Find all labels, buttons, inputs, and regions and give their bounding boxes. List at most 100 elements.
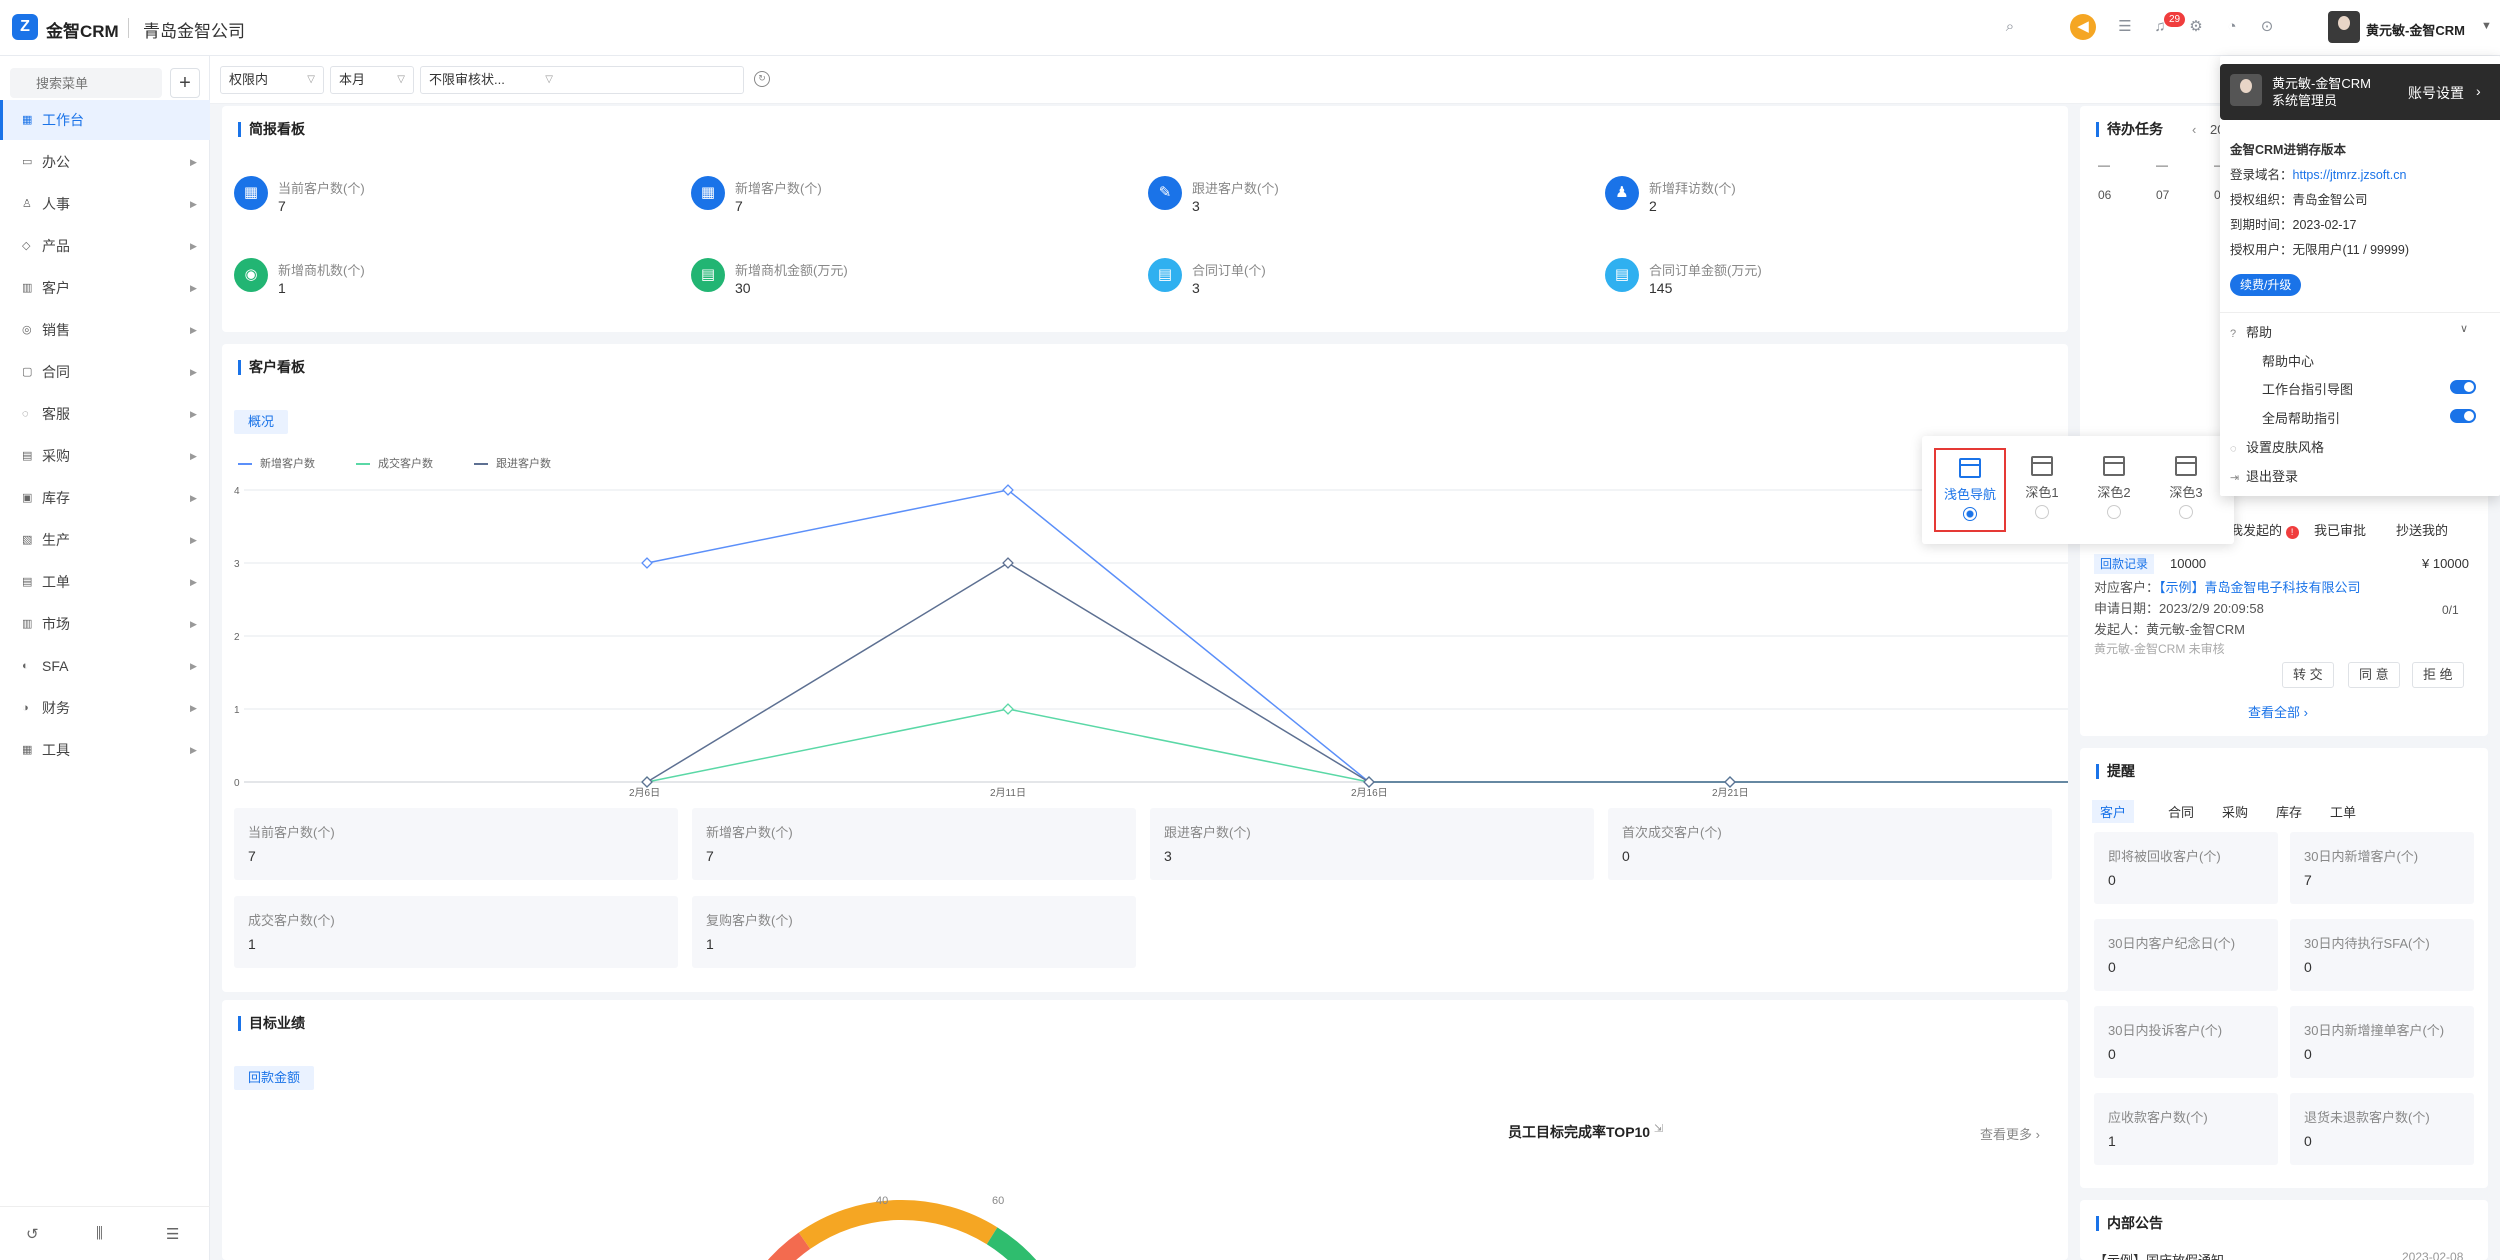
skin-radio[interactable] (2035, 505, 2049, 519)
sidebar-item[interactable]: ◑ 财务 ▶ (0, 688, 210, 728)
tab-approved[interactable]: 我已审批 (2314, 523, 2367, 538)
sidebar-item[interactable]: ▢ 合同 ▶ (0, 352, 210, 392)
metric-item[interactable]: ♟ 新增拜访数(个) 2 (1605, 176, 1905, 226)
sidebar-item[interactable]: ◌ 客服 ▶ (0, 394, 210, 434)
reminder-item[interactable]: 退货未退款客户数(个) 0 (2290, 1093, 2474, 1165)
contacts-icon[interactable]: ☰ (2118, 18, 2132, 35)
tab-overview[interactable]: 概况 (234, 410, 289, 434)
reminder-item[interactable]: 30日内新增客户(个) 7 (2290, 832, 2474, 904)
sidebar-item[interactable]: ▦ 工具 ▶ (0, 730, 210, 770)
metric-item[interactable]: ◉ 新增商机数(个) 1 (234, 258, 534, 308)
tab-initiated[interactable]: 我发起的 ! (2230, 520, 2299, 539)
sidebar-item[interactable]: ◎ 销售 ▶ (0, 310, 210, 350)
reminder-tab[interactable]: 合同 (2168, 805, 2195, 820)
period-select[interactable]: 本月 ▽ (330, 66, 414, 94)
tab-cc[interactable]: 抄送我的 (2396, 523, 2449, 538)
chevron-down-icon[interactable]: ∨ (2460, 323, 2469, 335)
scope-select[interactable]: 权限内 ▽ (220, 66, 324, 94)
reject-button[interactable]: 拒 绝 (2412, 662, 2464, 688)
bell-icon[interactable]: ♫ (2154, 18, 2166, 35)
columns-icon[interactable]: ⫼ (96, 1225, 103, 1242)
skin-option[interactable]: 浅色导航 (1934, 448, 2006, 532)
company-name[interactable]: 青岛金智公司 (143, 22, 245, 41)
sidebar-item[interactable]: ▦ 工作台 (0, 100, 210, 140)
search-icon[interactable]: ⌕ (2005, 18, 2015, 35)
reminder-item[interactable]: 30日内待执行SFA(个) 0 (2290, 919, 2474, 991)
transfer-button[interactable]: 转 交 (2282, 662, 2334, 688)
stat-box[interactable]: 跟进客户数(个) 3 (1150, 808, 1594, 880)
view-all-link[interactable]: 查看全部 › (2248, 705, 2308, 720)
prev-arrow-icon[interactable]: ‹ (2192, 122, 2197, 137)
skin-option[interactable]: 深色2 (2078, 448, 2150, 532)
data-point[interactable] (641, 557, 653, 569)
reminder-item[interactable]: 应收款客户数(个) 1 (2094, 1093, 2278, 1165)
tab-collection-amount[interactable]: 回款金额 (234, 1066, 315, 1090)
skin-option[interactable]: 深色3 (2150, 448, 2222, 532)
reminder-item[interactable]: 30日内投诉客户(个) 0 (2094, 1006, 2278, 1078)
data-point[interactable] (1002, 557, 1014, 569)
data-point[interactable] (641, 776, 653, 788)
metric-item[interactable]: ▦ 新增客户数(个) 7 (691, 176, 991, 226)
data-point[interactable] (1363, 776, 1375, 788)
stat-box[interactable]: 当前客户数(个) 7 (234, 808, 678, 880)
pie-chart-icon[interactable]: ◔ (2227, 18, 2237, 35)
skin-radio[interactable] (2179, 505, 2193, 519)
stat-box[interactable]: 新增客户数(个) 7 (692, 808, 1136, 880)
reminder-item[interactable]: 即将被回收客户(个) 0 (2094, 832, 2278, 904)
menu-search-input[interactable] (10, 68, 162, 98)
skin-radio[interactable] (1963, 507, 1977, 521)
user-name[interactable]: 黄元敏-金智CRM (2366, 23, 2465, 38)
domain-link[interactable]: https://jtmrz.jzsoft.cn (2292, 168, 2407, 182)
reminder-tab[interactable]: 工单 (2330, 805, 2357, 820)
reminder-item[interactable]: 30日内新增撞单客户(个) 0 (2290, 1006, 2474, 1078)
reminder-tab[interactable]: 采购 (2222, 805, 2249, 820)
global-help-toggle[interactable] (2450, 409, 2476, 423)
sidebar-item[interactable]: ▣ 库存 ▶ (0, 478, 210, 518)
reminder-tab[interactable]: 库存 (2276, 805, 2303, 820)
settings-gear-icon[interactable]: ⚙ (2189, 18, 2203, 35)
week-day[interactable]: 07 (2156, 188, 2170, 202)
week-day[interactable]: 06 (2098, 188, 2112, 202)
audit-status-select[interactable]: 不限审核状... ▽ (420, 66, 744, 94)
help-menu[interactable]: ? 帮助 (2230, 322, 2272, 341)
approve-button[interactable]: 同 意 (2348, 662, 2400, 688)
chevron-right-icon[interactable]: › (2476, 83, 2481, 99)
add-button[interactable]: + (170, 68, 200, 98)
list-indent-icon[interactable]: ☰ (166, 1226, 180, 1243)
legend-item[interactable]: 成交客户数 (356, 455, 433, 471)
export-icon[interactable]: ⇲ (1654, 1123, 1664, 1135)
skin-option[interactable]: 深色1 (2006, 448, 2078, 532)
data-point[interactable] (1002, 484, 1014, 496)
stat-box[interactable]: 复购客户数(个) 1 (692, 896, 1136, 968)
metric-item[interactable]: ▤ 新增商机金额(万元) 30 (691, 258, 991, 308)
view-more-link[interactable]: 查看更多 › (1980, 1127, 2040, 1142)
account-settings-link[interactable]: 账号设置 (2408, 85, 2464, 101)
sidebar-item[interactable]: ◇ 产品 ▶ (0, 226, 210, 266)
reminder-item[interactable]: 30日内客户纪念日(个) 0 (2094, 919, 2278, 991)
user-caret-icon[interactable]: ▼ (2481, 20, 2492, 32)
refresh-icon[interactable]: ↻ (754, 71, 770, 87)
brand-logo-icon[interactable]: Z (12, 14, 38, 40)
notice-item[interactable]: 【示例】国庆放假通知 (2094, 1250, 2224, 1260)
upgrade-button[interactable]: 续费/升级 (2230, 274, 2302, 296)
reminder-tab[interactable]: 客户 (2092, 800, 2135, 823)
skin-radio[interactable] (2107, 505, 2121, 519)
sidebar-item[interactable]: ▥ 客户 ▶ (0, 268, 210, 308)
stat-box[interactable]: 成交客户数(个) 1 (234, 896, 678, 968)
sidebar-item[interactable]: ♙ 人事 ▶ (0, 184, 210, 224)
stat-box[interactable]: 首次成交客户(个) 0 (1608, 808, 2052, 880)
sidebar-item[interactable]: ▤ 采购 ▶ (0, 436, 210, 476)
metric-item[interactable]: ▦ 当前客户数(个) 7 (234, 176, 534, 226)
logout-item[interactable]: ⇥ 退出登录 (2230, 466, 2298, 485)
data-point[interactable] (1002, 703, 1014, 715)
metric-item[interactable]: ▤ 合同订单(个) 3 (1148, 258, 1448, 308)
metric-item[interactable]: ▤ 合同订单金额(万元) 145 (1605, 258, 1905, 308)
history-icon[interactable]: ↺ (26, 1226, 39, 1243)
guide-map-toggle[interactable] (2450, 380, 2476, 394)
metric-item[interactable]: ✎ 跟进客户数(个) 3 (1148, 176, 1448, 226)
speaker-icon[interactable]: ◀ (2070, 14, 2096, 40)
skin-setting-item[interactable]: ◌ 设置皮肤风格 (2230, 437, 2324, 456)
help-center-link[interactable]: 帮助中心 (2262, 354, 2315, 369)
legend-item[interactable]: 新增客户数 (238, 455, 315, 471)
data-point[interactable] (1724, 776, 1736, 788)
